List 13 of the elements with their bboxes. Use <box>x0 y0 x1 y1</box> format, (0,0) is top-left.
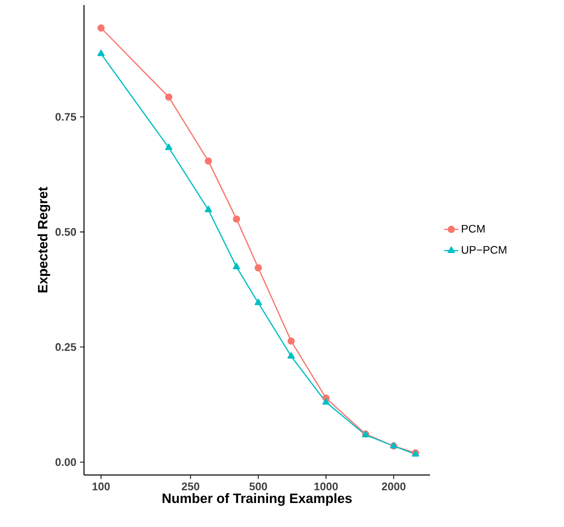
y-tick-label: 0.75 <box>56 112 76 121</box>
legend-label: UP−PCM <box>462 246 506 254</box>
x-tick-label: 100 <box>92 482 110 490</box>
x-tick-label: 2000 <box>382 482 406 490</box>
y-axis-title: Expected Regret <box>38 186 50 292</box>
legend-label: PCM <box>462 224 485 233</box>
y-tick-label: 0.00 <box>56 458 76 466</box>
x-tick-label: 1000 <box>314 482 338 490</box>
y-tick-label: 0.25 <box>56 343 76 351</box>
x-tick-label: 250 <box>182 482 200 490</box>
x-tick-label: 500 <box>249 482 267 490</box>
y-tick-label: 0.50 <box>56 228 76 236</box>
x-axis-title: Number of Training Examples <box>162 493 352 506</box>
